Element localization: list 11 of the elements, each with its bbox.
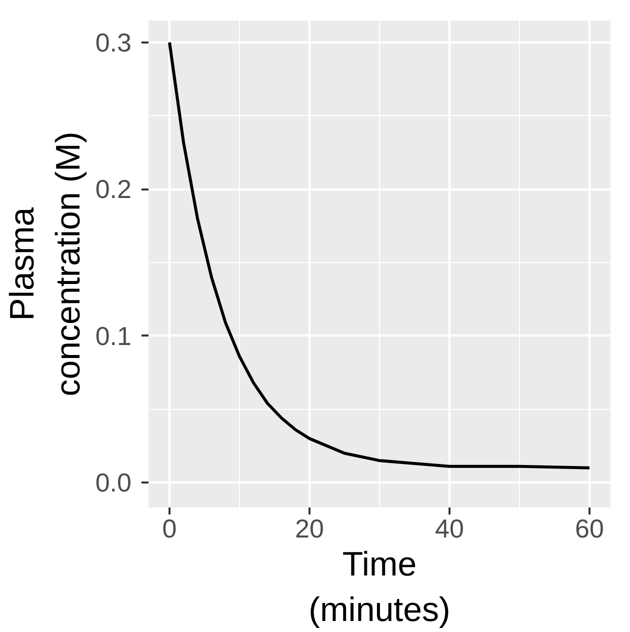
y-axis-title: Plasma concentration (M) [4,132,88,396]
y-tick-label: 0.2 [95,174,132,204]
x-tick-label: 20 [295,514,324,544]
x-tick-label: 40 [435,514,464,544]
y-tick-label: 0.1 [95,320,132,351]
line-series [168,41,591,470]
y-tick-label: 0.3 [95,28,132,58]
x-axis-title: Time (minutes) [308,546,450,630]
x-tick-label: 60 [575,514,604,544]
x-tick-label: 0 [162,514,177,544]
y-tick-label: 0.0 [95,468,132,498]
